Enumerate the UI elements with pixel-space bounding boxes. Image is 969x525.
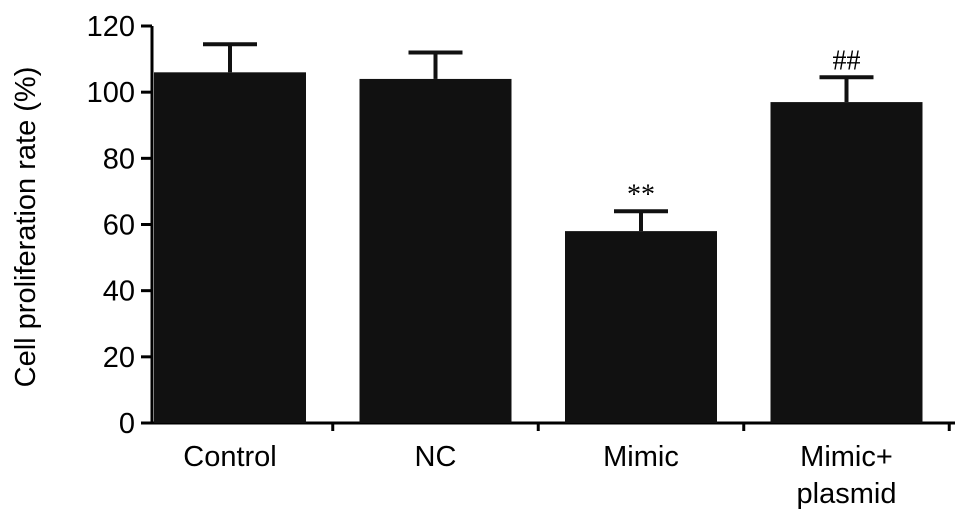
- y-axis-label: Cell proliferation rate (%): [10, 67, 42, 388]
- bars: [154, 42, 923, 424]
- significance-label: **: [627, 179, 655, 210]
- x-tick-label-line: Mimic+: [800, 441, 893, 473]
- bar: [565, 231, 717, 423]
- x-tick-label: Mimic: [603, 441, 679, 473]
- labels: 0 20 40 60 80 100 120 Control NC ** Mimic ## Mimic+ p…: [87, 11, 897, 510]
- bar: [770, 102, 923, 423]
- y-tick-label: 80: [103, 143, 135, 175]
- y-tick-label: 0: [119, 408, 135, 440]
- y-tick-label: 120: [87, 11, 135, 43]
- x-tick-label-line: Mimic: [603, 441, 679, 473]
- x-tick-label-line: Control: [183, 441, 277, 473]
- y-tick-label: 100: [87, 77, 135, 109]
- y-tick-label: 60: [103, 210, 135, 242]
- x-tick-label-line: NC: [415, 441, 457, 473]
- bar: [154, 72, 306, 424]
- y-tick-label: 40: [103, 276, 135, 308]
- x-tick-label: Mimic+ plasmid: [797, 441, 897, 510]
- x-tick-label-line: plasmid: [797, 478, 897, 510]
- x-tick-label: Control: [183, 441, 277, 473]
- y-tick-label: 20: [103, 342, 135, 374]
- x-tick-label: NC: [415, 441, 457, 473]
- bar: [359, 78, 512, 423]
- significance-label: ##: [833, 45, 861, 76]
